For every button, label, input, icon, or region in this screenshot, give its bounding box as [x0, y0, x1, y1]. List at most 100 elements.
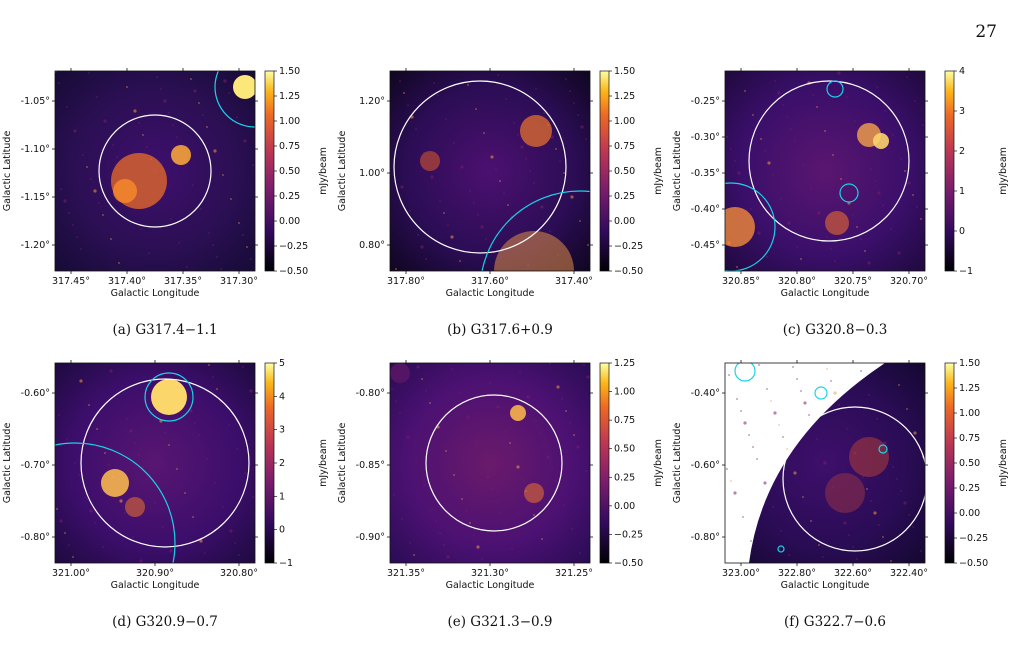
speckle — [403, 92, 405, 94]
speckle — [816, 438, 818, 440]
speckle — [489, 382, 491, 384]
speckle — [139, 559, 143, 563]
known-source-circle — [878, 444, 888, 454]
emission-blob — [151, 379, 187, 415]
known-source-circle — [777, 545, 785, 553]
speckle — [435, 520, 437, 522]
speckle — [82, 486, 84, 488]
speckle — [496, 405, 500, 409]
speckle — [897, 251, 901, 255]
speckle — [186, 266, 188, 268]
speckle — [766, 256, 768, 258]
colorbar-tick-label: 1.00 — [614, 116, 635, 127]
colorbar-tick-label: 3 — [279, 425, 285, 436]
y-tick-label: -0.35° — [691, 168, 720, 179]
speckle — [816, 106, 818, 108]
y-axis-label: Galactic Latitude — [337, 131, 348, 212]
speckle — [852, 214, 854, 216]
speckle — [513, 122, 515, 124]
speckle — [877, 191, 881, 195]
speckle — [79, 379, 83, 383]
speckle — [543, 444, 545, 446]
colorbar-tick-label: 0.25 — [279, 191, 300, 202]
speckle — [882, 536, 884, 538]
speckle — [236, 448, 238, 450]
speckle — [490, 155, 494, 159]
speckle — [216, 256, 218, 258]
speckle — [539, 432, 541, 434]
speckle — [866, 488, 868, 490]
speckle — [481, 558, 483, 560]
speckle — [421, 378, 423, 380]
image-frame — [724, 362, 926, 564]
colorbar-tick-label: 1.50 — [614, 66, 635, 77]
y-tick-label: -0.80° — [356, 388, 385, 399]
speckle — [569, 422, 571, 424]
x-tick-label: 322.40° — [890, 568, 928, 579]
speckle — [208, 364, 210, 366]
speckle — [409, 210, 411, 212]
speckle — [140, 228, 142, 230]
figure-panel-d: 321.00° 320.90° 320.80° -0.60° -0.70° -0.80° G… — [0, 350, 330, 640]
snr-circle — [393, 80, 567, 254]
speckle — [222, 174, 224, 176]
speckle — [443, 544, 445, 546]
speckle — [864, 250, 866, 252]
speckle — [824, 130, 826, 132]
figure-caption: (f) G322.7−0.6 — [783, 614, 887, 630]
speckle — [446, 555, 450, 559]
colorbar-tick-label: −1 — [279, 558, 293, 569]
radio-image — [390, 363, 590, 563]
speckle — [212, 376, 214, 378]
speckle — [74, 462, 76, 464]
speckle — [876, 86, 878, 88]
colorbar-tick-label: 0.00 — [959, 508, 980, 519]
speckle — [401, 518, 403, 520]
image-frame — [54, 70, 256, 272]
speckle — [459, 392, 461, 394]
speckle — [103, 119, 107, 123]
speckle — [840, 178, 842, 180]
speckle — [445, 118, 447, 120]
x-tick-label: 321.30° — [471, 568, 509, 579]
speckle — [222, 506, 224, 508]
speckle — [466, 415, 470, 419]
colorbar-tick-label: 2 — [959, 146, 965, 157]
y-tick-label: 1.20° — [359, 96, 385, 107]
speckle — [780, 198, 782, 200]
speckle — [890, 560, 892, 562]
colorbar — [599, 362, 610, 564]
colorbar-label: mJy/beam — [998, 147, 1009, 195]
speckle — [399, 412, 401, 414]
speckle — [507, 204, 509, 206]
speckle — [549, 230, 551, 232]
emission-blob — [494, 231, 574, 271]
y-axis-label: Galactic Latitude — [2, 423, 13, 504]
speckle — [60, 188, 62, 190]
colorbar-label: mJy/beam — [653, 439, 664, 487]
speckle — [586, 375, 590, 379]
x-tick-label: 320.80° — [778, 276, 816, 287]
colorbar-tick-label: 1.25 — [959, 383, 980, 394]
speckle — [868, 394, 870, 396]
speckle — [550, 135, 554, 139]
speckle — [168, 112, 170, 114]
speckle — [204, 552, 206, 554]
emission-blob — [873, 133, 889, 149]
speckle — [238, 554, 240, 556]
emission-blob — [113, 179, 137, 203]
emission-blob — [171, 145, 191, 165]
speckle — [833, 391, 837, 395]
speckle — [93, 189, 97, 193]
colorbar-tick-label: −0.50 — [959, 558, 988, 569]
speckle — [96, 96, 98, 98]
speckle — [802, 164, 804, 166]
y-tick-label: -1.05° — [21, 96, 50, 107]
speckle — [486, 475, 490, 479]
speckle — [906, 408, 908, 410]
speckle — [908, 514, 910, 516]
x-tick-label: 317.40° — [108, 276, 146, 287]
speckle — [559, 160, 561, 162]
colorbar-tick-label: 0.00 — [614, 216, 635, 227]
emission-blob — [420, 151, 440, 171]
